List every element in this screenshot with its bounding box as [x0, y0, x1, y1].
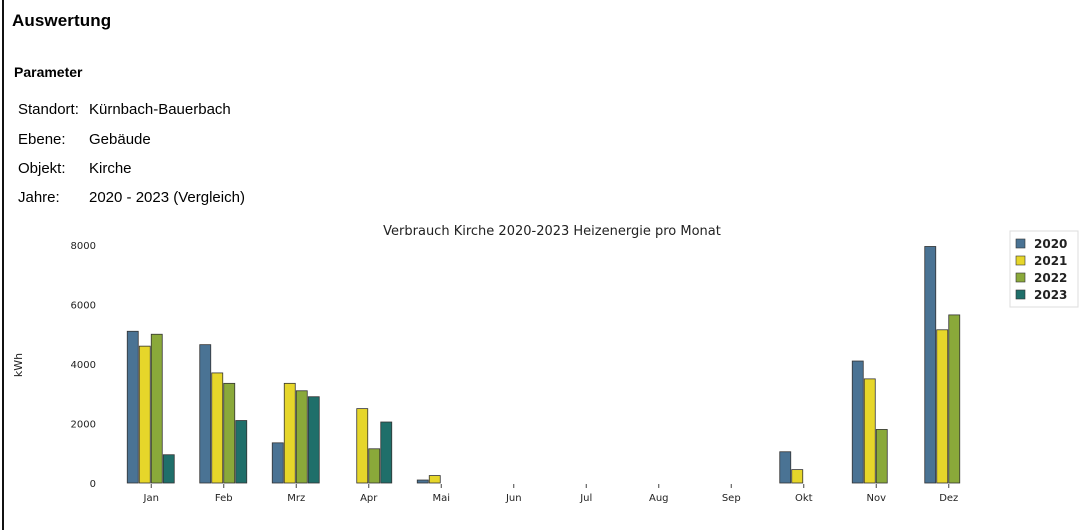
legend-label: 2021: [1034, 254, 1067, 268]
chart-container: Verbrauch Kirche 2020-2023 Heizenergie p…: [0, 205, 1087, 530]
param-row-jahre: Jahre: 2020 - 2023 (Vergleich): [18, 189, 245, 206]
param-row-standort: Standort: Kürnbach-Bauerbach: [18, 101, 231, 118]
param-row-objekt: Objekt: Kirche: [18, 160, 132, 177]
y-tick-group: 0 2000 4000 6000 8000: [71, 241, 96, 490]
legend-swatch: [1015, 255, 1026, 266]
bar-2020-okt: [779, 451, 792, 484]
y-tick-label: 0: [90, 479, 96, 490]
param-value: 2020 - 2023 (Vergleich): [89, 189, 245, 206]
legend: 2020 2021 2022 2023: [1009, 230, 1079, 308]
bar-2022-jan: [150, 333, 163, 484]
bar-2023-jan: [162, 454, 175, 484]
x-tick-group: Jan Feb Mrz Apr Mai Jun Jul Aug Sep Okt Nov Dez: [143, 484, 958, 504]
left-border-rule: [2, 0, 4, 530]
bar-2022-mrz: [295, 390, 308, 484]
page-title: Auswertung: [12, 11, 112, 30]
x-tick-label: Mai: [432, 493, 450, 504]
legend-label: 2022: [1034, 271, 1067, 285]
legend-label: 2020: [1034, 237, 1067, 251]
y-tick-label: 6000: [71, 301, 96, 312]
param-row-ebene: Ebene: Gebäude: [18, 131, 151, 148]
chart-title: Verbrauch Kirche 2020-2023 Heizenergie p…: [383, 224, 721, 239]
param-label: Objekt:: [18, 160, 66, 177]
bar-2022-apr: [368, 448, 381, 484]
bar-2022-feb: [223, 382, 236, 484]
x-tick-label: Apr: [360, 493, 378, 504]
param-label: Standort:: [18, 101, 79, 118]
bar-2020-mrz: [271, 442, 284, 484]
x-tick-label: Jun: [505, 493, 522, 504]
param-label: Ebene:: [18, 131, 66, 148]
x-tick-label: Jan: [143, 493, 159, 504]
bar-2021-nov: [863, 378, 876, 484]
bar-2020-mai: [416, 479, 429, 484]
bar-2021-mrz: [283, 382, 296, 484]
bar-2023-apr: [380, 421, 393, 484]
bar-group: [126, 246, 961, 484]
bar-2021-apr: [356, 408, 369, 484]
x-tick-label: Aug: [649, 493, 669, 504]
bar-2020-nov: [851, 360, 864, 484]
legend-swatch: [1015, 289, 1026, 300]
param-value: Kürnbach-Bauerbach: [89, 101, 231, 118]
legend-label: 2023: [1034, 288, 1067, 302]
bar-2021-dez: [936, 329, 949, 484]
legend-swatch: [1015, 272, 1026, 283]
param-value: Gebäude: [89, 131, 151, 148]
x-tick-label: Feb: [215, 493, 233, 504]
bar-2020-feb: [199, 344, 212, 484]
bar-2021-okt: [791, 469, 804, 484]
y-tick-label: 4000: [71, 360, 96, 371]
bar-2021-jan: [138, 345, 151, 484]
bar-2023-feb: [235, 420, 248, 484]
bar-2021-feb: [211, 372, 224, 484]
bar-2021-mai: [428, 475, 441, 484]
bar-2022-dez: [948, 314, 961, 484]
y-axis-label: kWh: [12, 353, 25, 377]
y-tick-label: 2000: [71, 420, 96, 431]
y-tick-label: 8000: [71, 241, 96, 252]
x-tick-label: Okt: [795, 493, 813, 504]
bar-2022-nov: [875, 429, 888, 484]
param-label: Jahre:: [18, 189, 60, 206]
bar-2020-dez: [924, 246, 937, 484]
bar-2023-mrz: [307, 396, 320, 484]
bar-2020-jan: [126, 330, 139, 484]
x-tick-label: Mrz: [287, 493, 305, 504]
x-tick-label: Sep: [722, 493, 741, 504]
chart-svg: Verbrauch Kirche 2020-2023 Heizenergie p…: [12, 224, 1079, 504]
parameter-heading: Parameter: [14, 64, 83, 80]
legend-swatch: [1015, 238, 1026, 249]
x-tick-label: Nov: [866, 493, 886, 504]
x-tick-label: Jul: [579, 493, 592, 504]
param-value: Kirche: [89, 160, 132, 177]
x-tick-label: Dez: [939, 493, 958, 504]
